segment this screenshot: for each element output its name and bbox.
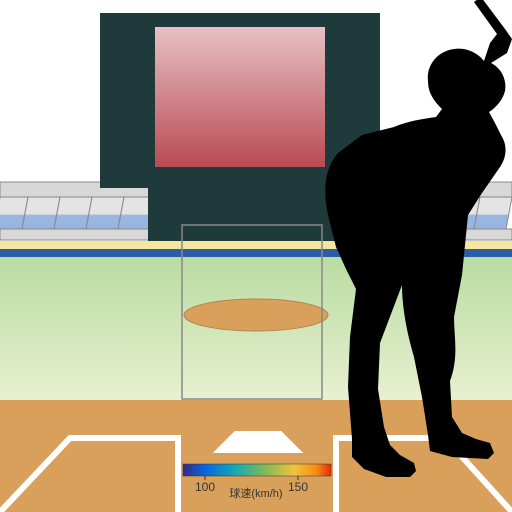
speed-colorbar: [183, 464, 331, 476]
colorbar-tick-label: 150: [288, 480, 308, 494]
scoreboard-screen: [155, 27, 325, 167]
scene-svg: 100 150 球速(km/h): [0, 0, 512, 512]
colorbar-caption: 球速(km/h): [229, 486, 282, 500]
pitch-location-scene: 100 150 球速(km/h): [0, 0, 512, 512]
pitchers-mound: [184, 299, 328, 331]
colorbar-tick-label: 100: [195, 480, 215, 494]
scoreboard-base: [148, 188, 338, 243]
